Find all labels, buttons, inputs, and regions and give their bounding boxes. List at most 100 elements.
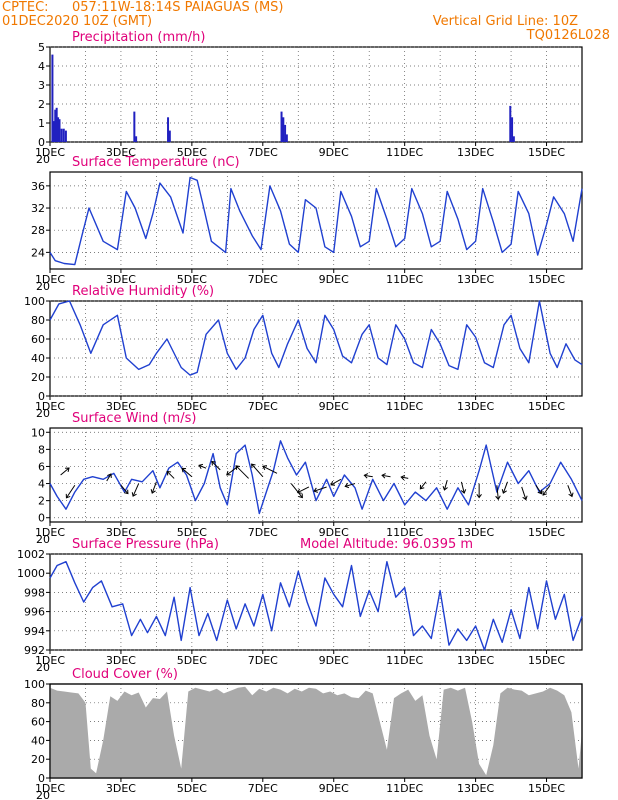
- temperature-ytick-label: 32: [31, 202, 45, 215]
- precipitation-xtick-label: 7DEC: [248, 146, 278, 159]
- wind-vector: [66, 484, 76, 499]
- wind-vector: [290, 483, 303, 498]
- wind-vector-head: [537, 489, 543, 495]
- precipitation-xtick-label: 1DEC: [35, 146, 65, 159]
- cloud-ytick-label: 60: [31, 716, 45, 729]
- precipitation-ytick-label: 5: [38, 41, 45, 54]
- precip-bar: [57, 117, 60, 142]
- precip-bar: [60, 128, 63, 142]
- humidity-line: [49, 300, 583, 376]
- cloud-xtick-label: 5DEC: [177, 782, 207, 795]
- wind-ytick-label: 0: [38, 512, 45, 525]
- wind-vector: [502, 481, 508, 494]
- precip-bar: [285, 134, 288, 142]
- wind-vector-head: [522, 495, 528, 501]
- cloud-title: Cloud Cover (%): [72, 667, 178, 682]
- pressure-xtick-label: 15DEC: [528, 654, 565, 667]
- wind-vector-head: [400, 474, 406, 481]
- pressure-ytick-label: 998: [24, 586, 45, 599]
- wind-vector-head: [460, 489, 467, 494]
- cloud-ytick-label: 0: [38, 772, 45, 785]
- wind-vector: [535, 484, 542, 494]
- wind-xtick-label: 5DEC: [177, 526, 207, 539]
- wind-vector-head: [107, 473, 112, 479]
- wind-vector: [567, 485, 573, 497]
- precip-bar: [282, 117, 285, 142]
- wind-vector-head: [501, 489, 507, 494]
- humidity-frame: [49, 300, 583, 397]
- wind-vector-head: [235, 465, 241, 470]
- precipitation-xtick-label: 9DEC: [319, 146, 349, 159]
- wind-vector: [496, 485, 499, 500]
- wind-vector: [166, 471, 175, 479]
- humidity-xtick-label: 11DEC: [386, 400, 423, 413]
- wind-vector: [211, 461, 221, 471]
- precip-bar: [168, 130, 171, 142]
- pressure-frame: [49, 553, 583, 651]
- humidity-ytick-label: 0: [38, 390, 45, 403]
- wind-vector: [419, 481, 427, 490]
- wind-vector-head: [65, 467, 70, 473]
- humidity-title: Relative Humidity (%): [72, 284, 214, 299]
- cloud-xtick-label: 1DEC: [35, 782, 65, 795]
- cloud-ytick-label: 80: [31, 697, 45, 710]
- temperature-line: [49, 176, 583, 266]
- wind-vector: [521, 486, 527, 500]
- cloud-ytick-label: 100: [24, 678, 45, 691]
- cloud-xtick-label: 7DEC: [248, 782, 278, 795]
- precip-bar: [280, 111, 283, 142]
- pressure-xtick-label: 11DEC: [386, 654, 423, 667]
- precip-bar: [284, 124, 287, 142]
- wind-ytick-label: 2: [38, 495, 45, 508]
- wind-ytick-label: 4: [38, 478, 45, 491]
- pressure-xtick-label: 5DEC: [177, 654, 207, 667]
- cloud-xtick-label: 15DEC: [528, 782, 565, 795]
- precip-bar: [62, 128, 65, 142]
- temperature-frame: [49, 171, 583, 270]
- wind-vector-head: [296, 488, 302, 494]
- pressure-xtick-label: 1DEC: [35, 654, 65, 667]
- wind-vector-head: [313, 487, 319, 493]
- precip-bar: [511, 117, 514, 142]
- wind-ytick-label: 6: [38, 460, 45, 473]
- pressure-annotation: Model Altitude: 96.0395 m: [300, 537, 473, 552]
- grid-note-label: Vertical Grid Line: 10Z: [432, 14, 578, 29]
- wind-vector-head: [123, 489, 129, 495]
- humidity-ytick-label: 100: [24, 295, 45, 308]
- temperature-year-fragment: 20: [36, 280, 50, 293]
- wind-vector-head: [568, 492, 574, 498]
- wind-vector-head: [211, 460, 216, 466]
- precipitation-ytick-label: 0: [38, 136, 45, 149]
- code-label: TQ0126L028: [526, 28, 610, 43]
- wind-vector: [364, 474, 373, 478]
- temperature-xtick-label: 11DEC: [386, 273, 423, 286]
- wind-vector-head: [442, 485, 448, 491]
- precipitation-ytick-label: 1: [38, 117, 45, 130]
- pressure-xtick-label: 9DEC: [319, 654, 349, 667]
- wind-vector: [235, 465, 249, 479]
- init-time-label: 01DEC2020 10Z (GMT): [2, 14, 153, 29]
- humidity-ytick-label: 40: [31, 352, 45, 365]
- wind-vector: [381, 474, 391, 478]
- temperature-ytick-label: 36: [31, 180, 45, 193]
- chart-header: CPTEC: 057:11W-18:14S PAIAGUAS (MS) 01DE…: [0, 0, 618, 46]
- wind-xtick-label: 11DEC: [386, 526, 423, 539]
- wind-vector-head: [363, 473, 369, 479]
- wind-vector: [460, 481, 465, 494]
- precipitation-title: Precipitation (mm/h): [72, 30, 205, 45]
- wind-xtick-label: 1DEC: [35, 526, 65, 539]
- cloud-ytick-label: 20: [31, 753, 45, 766]
- pressure-ytick-label: 1002: [17, 548, 45, 561]
- precipitation-frame: [49, 46, 583, 143]
- wind-xtick-label: 9DEC: [319, 526, 349, 539]
- wind-vector: [297, 486, 310, 494]
- temperature-xtick-label: 7DEC: [248, 273, 278, 286]
- humidity-xtick-label: 5DEC: [177, 400, 207, 413]
- precipitation-xtick-label: 13DEC: [457, 146, 494, 159]
- precipitation-xtick-label: 11DEC: [386, 146, 423, 159]
- pressure-ytick-label: 994: [24, 625, 45, 638]
- wind-vector-head: [419, 484, 425, 490]
- wind-vector: [330, 478, 342, 486]
- source-label: CPTEC:: [2, 0, 49, 15]
